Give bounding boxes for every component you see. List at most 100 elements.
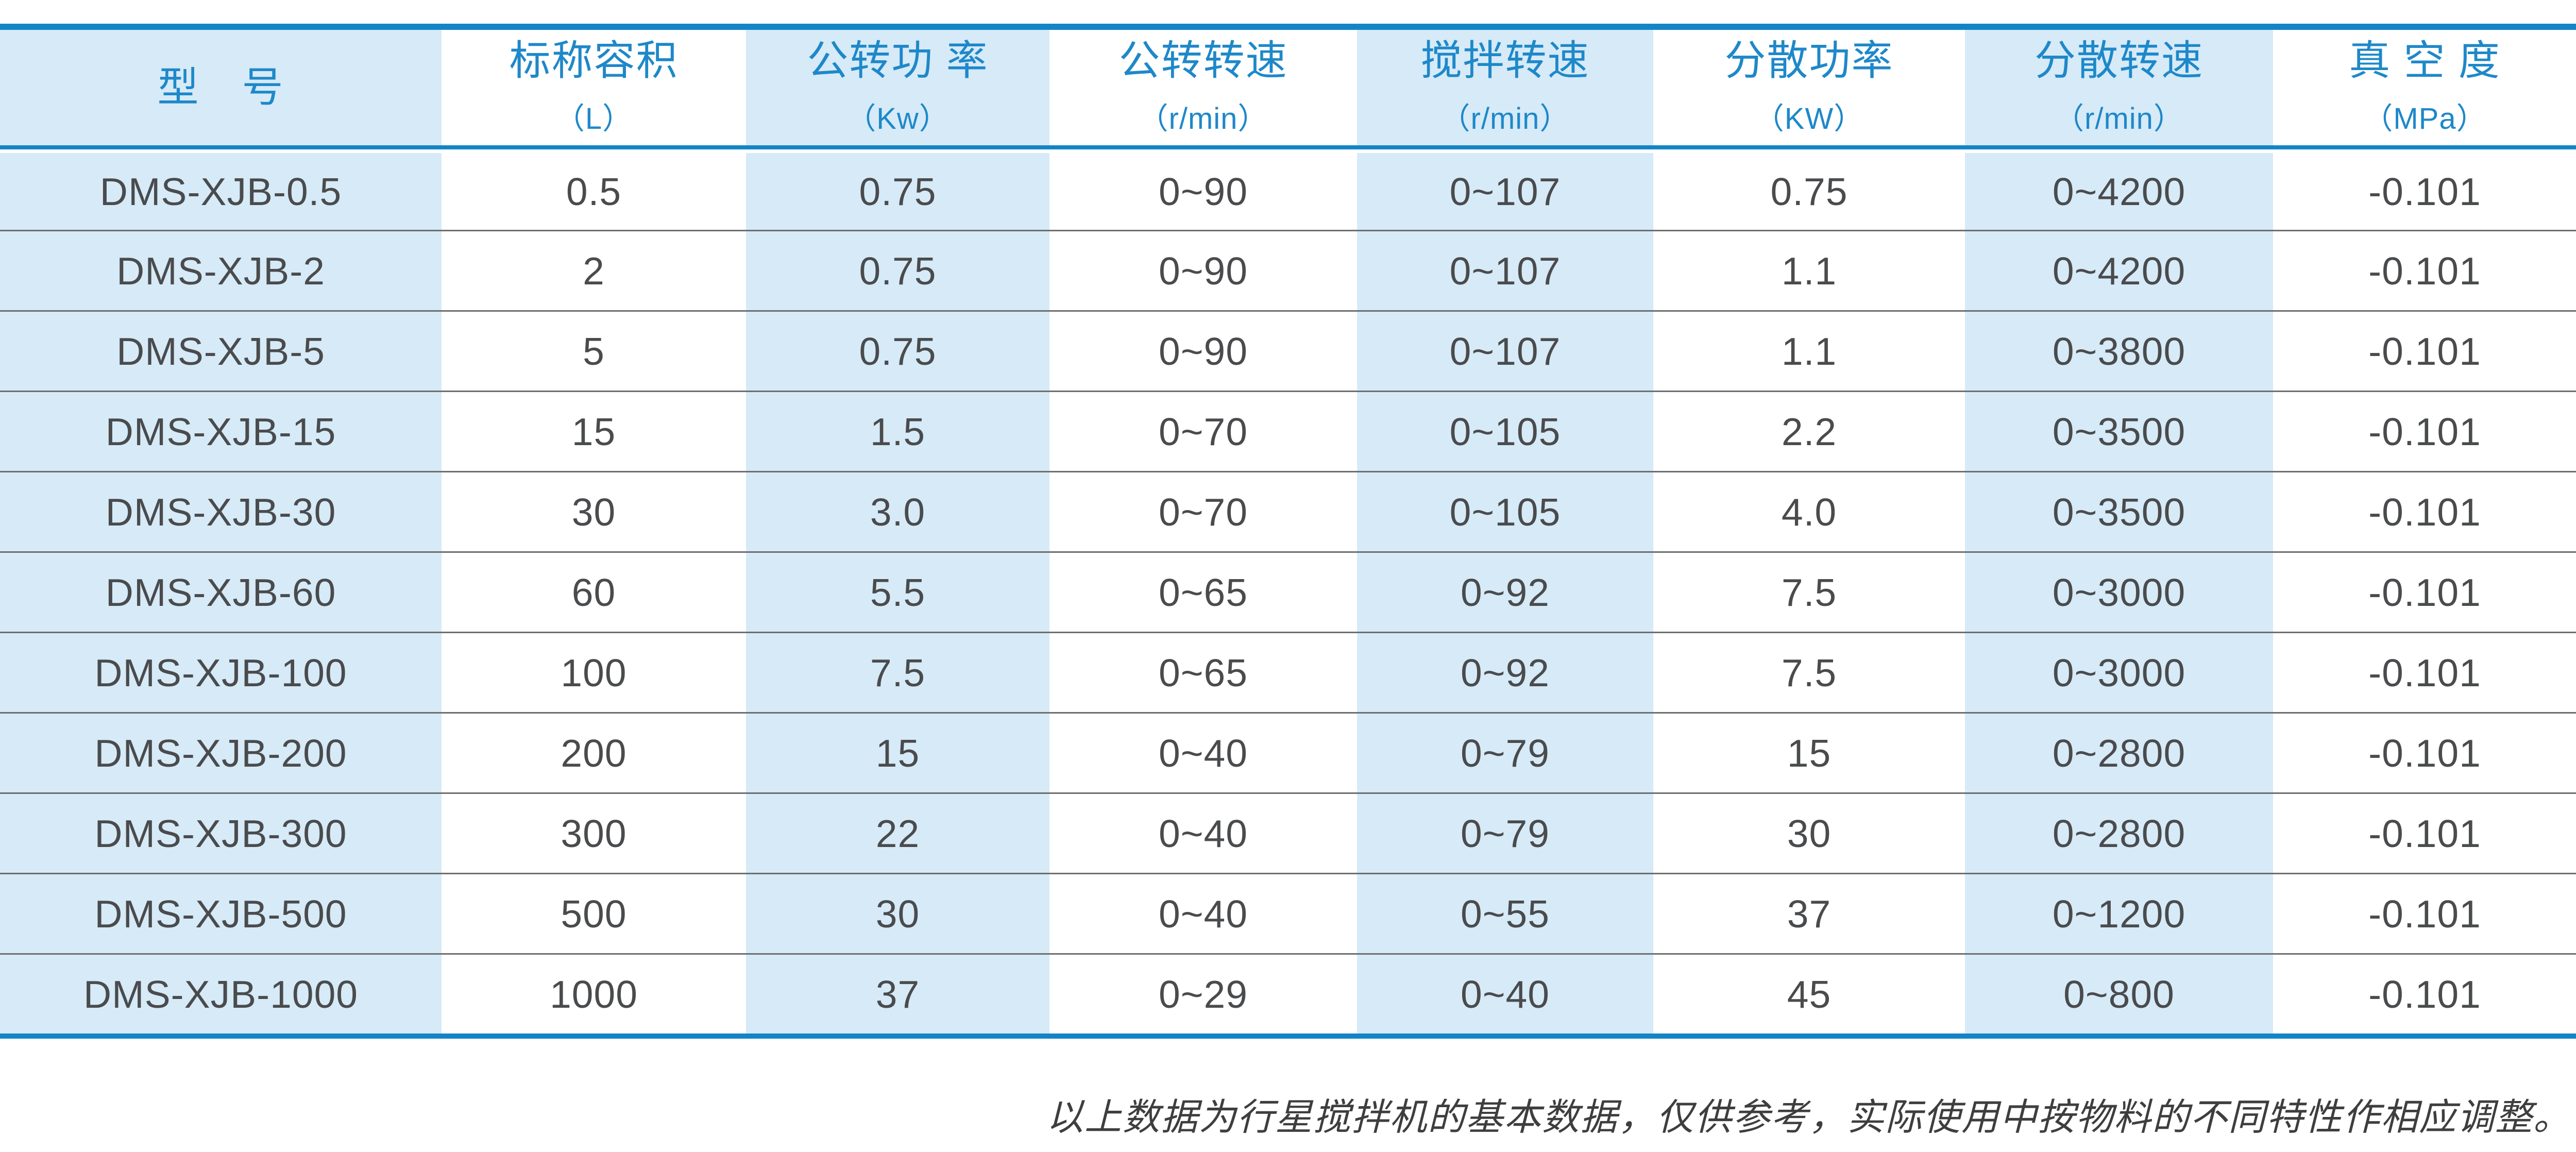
column-title: 分散转速 (2035, 38, 2204, 84)
value-cell: 0~92 (1357, 551, 1653, 632)
column-header: 真 空 度 （MPa） (2273, 30, 2576, 149)
value-cell: 0~79 (1357, 712, 1653, 792)
table-row: DMS-XJB-1000 1000 37 0~29 0~40 45 0~800 -0.101 (0, 953, 2576, 1034)
model-cell: DMS-XJB-500 (0, 873, 442, 953)
column-header: 分散转速 （r/min） (1965, 30, 2273, 149)
column-unit: （r/min） (2054, 101, 2184, 135)
value-cell: 15 (442, 391, 746, 471)
model-cell: DMS-XJB-30 (0, 471, 442, 551)
value-cell: 7.5 (1653, 551, 1965, 632)
value-cell: -0.101 (2273, 953, 2576, 1034)
value-cell: 1.5 (746, 391, 1049, 471)
value-cell: 0~3000 (1965, 551, 2273, 632)
value-cell: 0~92 (1357, 632, 1653, 712)
value-cell: -0.101 (2273, 471, 2576, 551)
value-cell: 7.5 (1653, 632, 1965, 712)
model-cell: DMS-XJB-2 (0, 230, 442, 310)
value-cell: 0~3500 (1965, 471, 2273, 551)
model-cell: DMS-XJB-0.5 (0, 149, 442, 230)
model-cell: DMS-XJB-60 (0, 551, 442, 632)
value-cell: 300 (442, 792, 746, 873)
value-cell: 1.1 (1653, 230, 1965, 310)
column-header: 公转功 率 （Kw） (746, 30, 1049, 149)
value-cell: 500 (442, 873, 746, 953)
value-cell: 0~79 (1357, 792, 1653, 873)
table-row: DMS-XJB-2 2 0.75 0~90 0~107 1.1 0~4200 -0.101 (0, 230, 2576, 310)
value-cell: 15 (1653, 712, 1965, 792)
column-header: 搅拌转速 （r/min） (1357, 30, 1653, 149)
column-unit: （r/min） (1440, 101, 1570, 135)
value-cell: 0~70 (1049, 391, 1357, 471)
table-row: DMS-XJB-60 60 5.5 0~65 0~92 7.5 0~3000 -0.101 (0, 551, 2576, 632)
table-header: 型 号 标称容积 （L） 公转功 率 （Kw） 公转转速 （r/min） 搅拌转速 （r/min… (0, 30, 2576, 149)
table-row: DMS-XJB-15 15 1.5 0~70 0~105 2.2 0~3500 -0.101 (0, 391, 2576, 471)
column-header: 型 号 (0, 30, 442, 149)
value-cell: 37 (1653, 873, 1965, 953)
value-cell: 30 (1653, 792, 1965, 873)
table-row: DMS-XJB-300 300 22 0~40 0~79 30 0~2800 -0.101 (0, 792, 2576, 873)
value-cell: 0~40 (1049, 873, 1357, 953)
value-cell: 0.75 (746, 149, 1049, 230)
value-cell: 0~1200 (1965, 873, 2273, 953)
value-cell: 0~3800 (1965, 310, 2273, 391)
value-cell: 0~105 (1357, 391, 1653, 471)
value-cell: 0~90 (1049, 310, 1357, 391)
value-cell: 0~40 (1049, 712, 1357, 792)
column-title: 标称容积 (509, 38, 679, 84)
column-title: 型 号 (157, 64, 284, 111)
value-cell: 5 (442, 310, 746, 391)
column-title: 分散功率 (1724, 38, 1894, 84)
spec-table: 型 号 标称容积 （L） 公转功 率 （Kw） 公转转速 （r/min） 搅拌转速 （r/min… (0, 24, 2576, 1039)
value-cell: 0~90 (1049, 149, 1357, 230)
value-cell: 0~107 (1357, 230, 1653, 310)
value-cell: 22 (746, 792, 1049, 873)
column-title: 公转功 率 (807, 38, 989, 84)
value-cell: 0~3000 (1965, 632, 2273, 712)
model-cell: DMS-XJB-300 (0, 792, 442, 873)
column-header: 分散功率 （KW） (1653, 30, 1965, 149)
table-row: DMS-XJB-5 5 0.75 0~90 0~107 1.1 0~3800 -0.101 (0, 310, 2576, 391)
value-cell: 0~800 (1965, 953, 2273, 1034)
value-cell: 0~40 (1049, 792, 1357, 873)
value-cell: 0~4200 (1965, 149, 2273, 230)
value-cell: 0~29 (1049, 953, 1357, 1034)
table-row: DMS-XJB-200 200 15 0~40 0~79 15 0~2800 -0.101 (0, 712, 2576, 792)
model-cell: DMS-XJB-5 (0, 310, 442, 391)
value-cell: 30 (442, 471, 746, 551)
table-body: DMS-XJB-0.5 0.5 0.75 0~90 0~107 0.75 0~4200 -0.… (0, 149, 2576, 1034)
column-unit: （MPa） (2363, 101, 2487, 135)
value-cell: 3.0 (746, 471, 1049, 551)
value-cell: 60 (442, 551, 746, 632)
value-cell: 1000 (442, 953, 746, 1034)
value-cell: 37 (746, 953, 1049, 1034)
value-cell: 4.0 (1653, 471, 1965, 551)
value-cell: 1.1 (1653, 310, 1965, 391)
value-cell: 2 (442, 230, 746, 310)
column-title: 搅拌转速 (1420, 38, 1590, 84)
value-cell: -0.101 (2273, 873, 2576, 953)
value-cell: 200 (442, 712, 746, 792)
value-cell: 0~90 (1049, 230, 1357, 310)
value-cell: 45 (1653, 953, 1965, 1034)
value-cell: 0~4200 (1965, 230, 2273, 310)
value-cell: 0~55 (1357, 873, 1653, 953)
value-cell: -0.101 (2273, 230, 2576, 310)
value-cell: 2.2 (1653, 391, 1965, 471)
value-cell: -0.101 (2273, 551, 2576, 632)
value-cell: 0~2800 (1965, 712, 2273, 792)
column-title: 公转转速 (1118, 38, 1288, 84)
value-cell: -0.101 (2273, 632, 2576, 712)
value-cell: 30 (746, 873, 1049, 953)
value-cell: -0.101 (2273, 712, 2576, 792)
value-cell: -0.101 (2273, 391, 2576, 471)
table-row: DMS-XJB-500 500 30 0~40 0~55 37 0~1200 -0.101 (0, 873, 2576, 953)
table-row: DMS-XJB-30 30 3.0 0~70 0~105 4.0 0~3500 -0.101 (0, 471, 2576, 551)
model-cell: DMS-XJB-1000 (0, 953, 442, 1034)
column-unit: （Kw） (846, 101, 950, 135)
column-unit: （KW） (1754, 101, 1865, 135)
value-cell: 0~107 (1357, 310, 1653, 391)
value-cell: 0~105 (1357, 471, 1653, 551)
table-row: DMS-XJB-0.5 0.5 0.75 0~90 0~107 0.75 0~4200 -0.… (0, 149, 2576, 230)
model-cell: DMS-XJB-200 (0, 712, 442, 792)
